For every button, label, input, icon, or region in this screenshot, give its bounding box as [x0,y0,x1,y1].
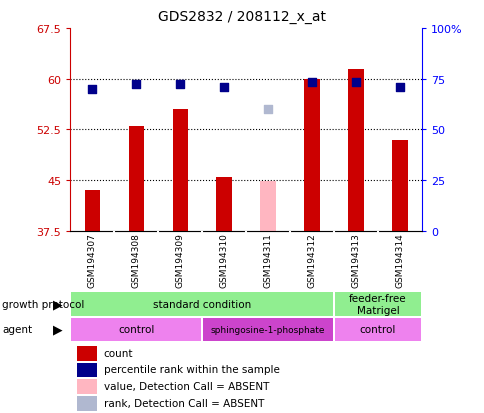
Text: ▶: ▶ [53,297,63,311]
Text: GSM194308: GSM194308 [132,233,140,287]
Text: percentile rank within the sample: percentile rank within the sample [104,364,279,374]
Point [220,85,227,92]
Text: growth protocol: growth protocol [2,299,85,309]
Text: count: count [104,348,133,358]
Bar [304,79,319,231]
Bar [84,191,100,231]
Text: sphingosine-1-phosphate: sphingosine-1-phosphate [211,325,325,334]
Bar [203,318,333,342]
Bar [77,346,96,361]
Text: ▶: ▶ [53,323,63,336]
Bar [77,380,96,394]
Text: control: control [359,325,395,335]
Bar [128,127,144,231]
Text: control: control [118,325,154,335]
Text: GSM194312: GSM194312 [307,233,316,287]
Text: value, Detection Call = ABSENT: value, Detection Call = ABSENT [104,381,269,391]
Text: feeder-free
Matrigel: feeder-free Matrigel [348,293,406,315]
Bar [216,177,231,231]
Text: GSM194307: GSM194307 [88,233,97,287]
Text: agent: agent [2,325,32,335]
Bar [334,318,420,342]
Bar [172,110,187,231]
Text: GSM194310: GSM194310 [219,233,228,287]
Bar [348,69,363,231]
Point [132,82,140,88]
Text: GSM194311: GSM194311 [263,233,272,287]
Bar [392,140,407,231]
Bar [71,318,201,342]
Bar [334,292,420,316]
Point [176,82,184,88]
Text: GSM194313: GSM194313 [351,233,360,287]
Text: standard condition: standard condition [153,299,251,309]
Point [88,86,96,93]
Point [395,85,403,92]
Text: GSM194314: GSM194314 [394,233,404,287]
Point [307,80,315,86]
Bar [71,292,333,316]
Text: rank, Detection Call = ABSENT: rank, Detection Call = ABSENT [104,398,264,408]
Point [351,80,359,86]
Text: GSM194309: GSM194309 [175,233,184,287]
Point [264,107,272,113]
Bar [260,182,275,231]
Text: GDS2832 / 208112_x_at: GDS2832 / 208112_x_at [158,10,326,24]
Bar [77,363,96,377]
Bar [77,396,96,411]
